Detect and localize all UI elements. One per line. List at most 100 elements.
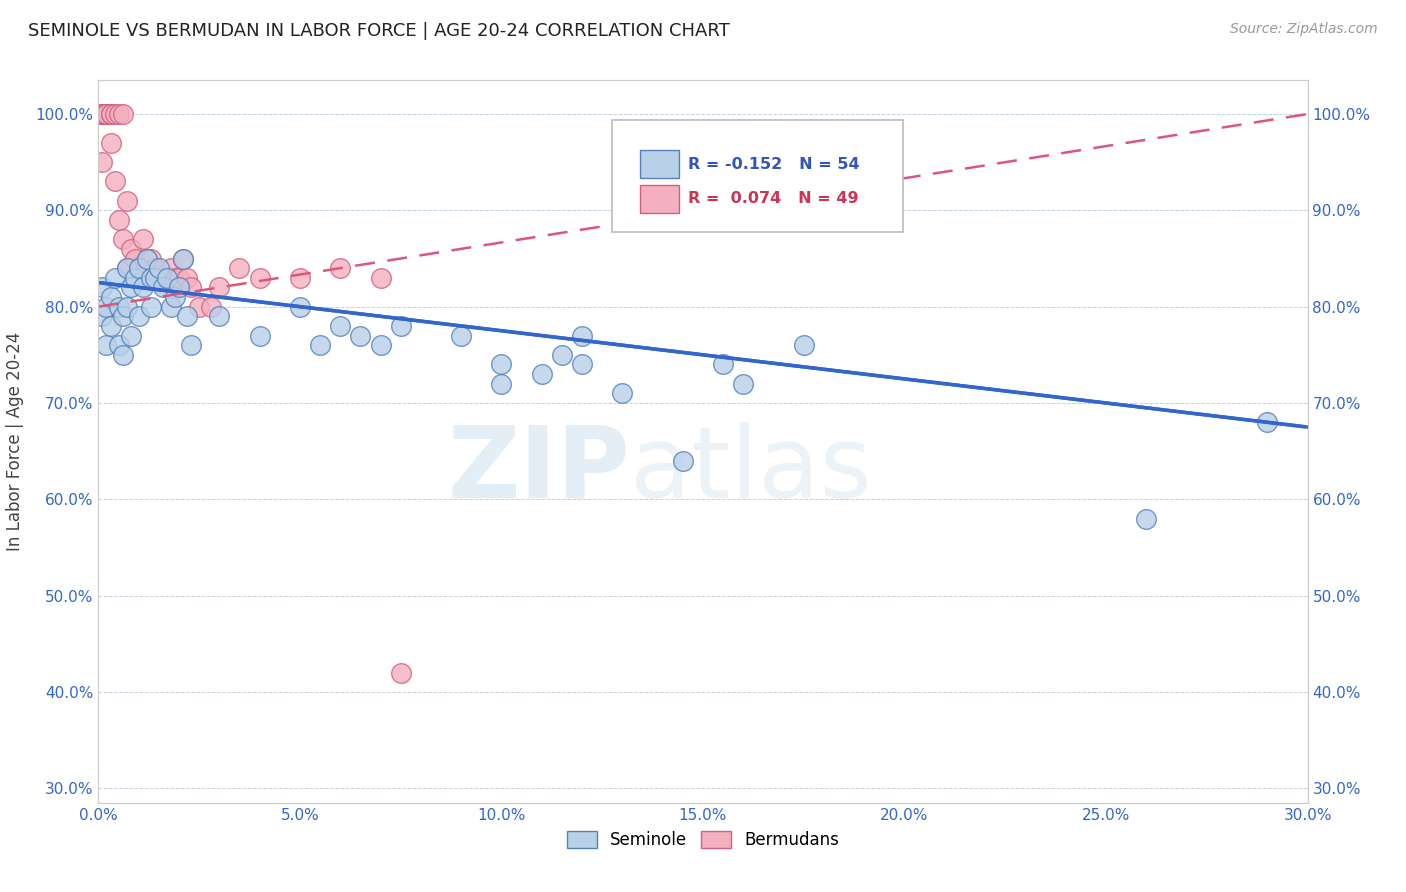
- Point: [120, 328, 142, 343]
- Point: [132, 232, 155, 246]
- Point: [107, 338, 129, 352]
- Point: [91, 107, 114, 121]
- Point: [91, 107, 114, 121]
- Point: [208, 280, 231, 294]
- Point: [288, 270, 311, 285]
- Point: [551, 348, 574, 362]
- Point: [96, 300, 118, 314]
- Point: [111, 348, 134, 362]
- Point: [103, 107, 125, 121]
- Point: [329, 261, 352, 276]
- Point: [91, 107, 114, 121]
- Y-axis label: In Labor Force | Age 20-24: In Labor Force | Age 20-24: [7, 332, 24, 551]
- Text: R =  0.074   N = 49: R = 0.074 N = 49: [688, 191, 859, 206]
- Point: [111, 310, 134, 324]
- Point: [115, 261, 138, 276]
- Point: [160, 300, 183, 314]
- Point: [100, 107, 122, 121]
- Point: [491, 376, 513, 391]
- Point: [200, 300, 222, 314]
- Point: [100, 107, 122, 121]
- Point: [115, 261, 138, 276]
- Point: [96, 107, 118, 121]
- Point: [135, 252, 157, 266]
- Point: [100, 318, 122, 333]
- Point: [450, 328, 472, 343]
- Text: SEMINOLE VS BERMUDAN IN LABOR FORCE | AGE 20-24 CORRELATION CHART: SEMINOLE VS BERMUDAN IN LABOR FORCE | AG…: [28, 22, 730, 40]
- Point: [107, 107, 129, 121]
- Point: [672, 454, 695, 468]
- Point: [91, 155, 114, 169]
- Point: [100, 290, 122, 304]
- Point: [180, 338, 202, 352]
- Point: [96, 338, 118, 352]
- Point: [1256, 415, 1278, 429]
- Point: [91, 107, 114, 121]
- Point: [96, 107, 118, 121]
- Point: [288, 300, 311, 314]
- Point: [107, 300, 129, 314]
- Text: atlas: atlas: [630, 422, 872, 519]
- Point: [120, 280, 142, 294]
- Text: Source: ZipAtlas.com: Source: ZipAtlas.com: [1230, 22, 1378, 37]
- Point: [143, 270, 166, 285]
- Point: [91, 310, 114, 324]
- Point: [208, 310, 231, 324]
- Point: [249, 270, 271, 285]
- Point: [115, 300, 138, 314]
- Point: [91, 107, 114, 121]
- Point: [91, 107, 114, 121]
- Point: [156, 270, 179, 285]
- Point: [176, 310, 198, 324]
- Point: [172, 252, 194, 266]
- Point: [132, 280, 155, 294]
- FancyBboxPatch shape: [640, 185, 679, 212]
- Point: [167, 280, 190, 294]
- Point: [612, 386, 634, 401]
- Point: [103, 174, 125, 188]
- Point: [148, 270, 170, 285]
- Point: [124, 252, 146, 266]
- Point: [793, 338, 815, 352]
- Point: [711, 358, 734, 372]
- Point: [389, 318, 412, 333]
- Point: [107, 213, 129, 227]
- Point: [139, 252, 162, 266]
- Text: R = -0.152   N = 54: R = -0.152 N = 54: [688, 157, 859, 171]
- Point: [139, 270, 162, 285]
- FancyBboxPatch shape: [613, 120, 903, 232]
- Legend: Seminole, Bermudans: Seminole, Bermudans: [561, 824, 845, 856]
- Point: [128, 310, 150, 324]
- Point: [148, 261, 170, 276]
- Point: [152, 280, 174, 294]
- Point: [176, 270, 198, 285]
- Point: [103, 270, 125, 285]
- Point: [111, 107, 134, 121]
- Point: [135, 252, 157, 266]
- Point: [163, 290, 186, 304]
- Point: [128, 261, 150, 276]
- Point: [571, 328, 593, 343]
- Point: [530, 367, 553, 381]
- Text: ZIP: ZIP: [447, 422, 630, 519]
- Point: [167, 270, 190, 285]
- Point: [228, 261, 250, 276]
- Point: [111, 232, 134, 246]
- Point: [571, 358, 593, 372]
- FancyBboxPatch shape: [640, 151, 679, 178]
- Point: [249, 328, 271, 343]
- Point: [172, 252, 194, 266]
- Point: [152, 270, 174, 285]
- Point: [128, 261, 150, 276]
- Point: [160, 261, 183, 276]
- Point: [91, 107, 114, 121]
- Point: [1135, 511, 1157, 525]
- Point: [491, 358, 513, 372]
- Point: [188, 300, 211, 314]
- Point: [124, 270, 146, 285]
- Point: [91, 280, 114, 294]
- Point: [389, 665, 412, 680]
- Point: [329, 318, 352, 333]
- Point: [96, 107, 118, 121]
- Point: [349, 328, 371, 343]
